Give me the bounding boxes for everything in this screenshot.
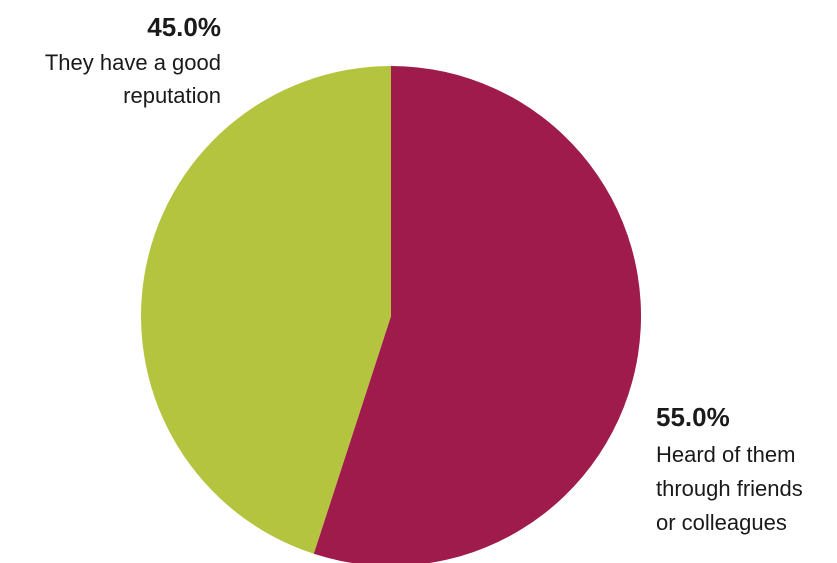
slice-category-label-friends-line-1: Heard of them — [656, 442, 795, 467]
pie-slice-reputation — [141, 66, 391, 554]
slice-label-friends: 55.0% Heard of them through friends or c… — [656, 402, 803, 535]
slice-category-label-reputation-line-1: They have a good — [45, 50, 221, 75]
slice-category-label-reputation-line-2: reputation — [123, 83, 221, 108]
pie-slices — [141, 66, 642, 563]
slice-category-label-friends-line-2: through friends — [656, 476, 803, 501]
slice-category-label-friends-line-3: or colleagues — [656, 510, 787, 535]
pie-slice-friends — [313, 66, 642, 563]
slice-value-label-friends: 55.0% — [656, 402, 730, 432]
slice-value-label-reputation: 45.0% — [147, 12, 221, 42]
slice-label-reputation: 45.0% They have a good reputation — [45, 12, 221, 108]
